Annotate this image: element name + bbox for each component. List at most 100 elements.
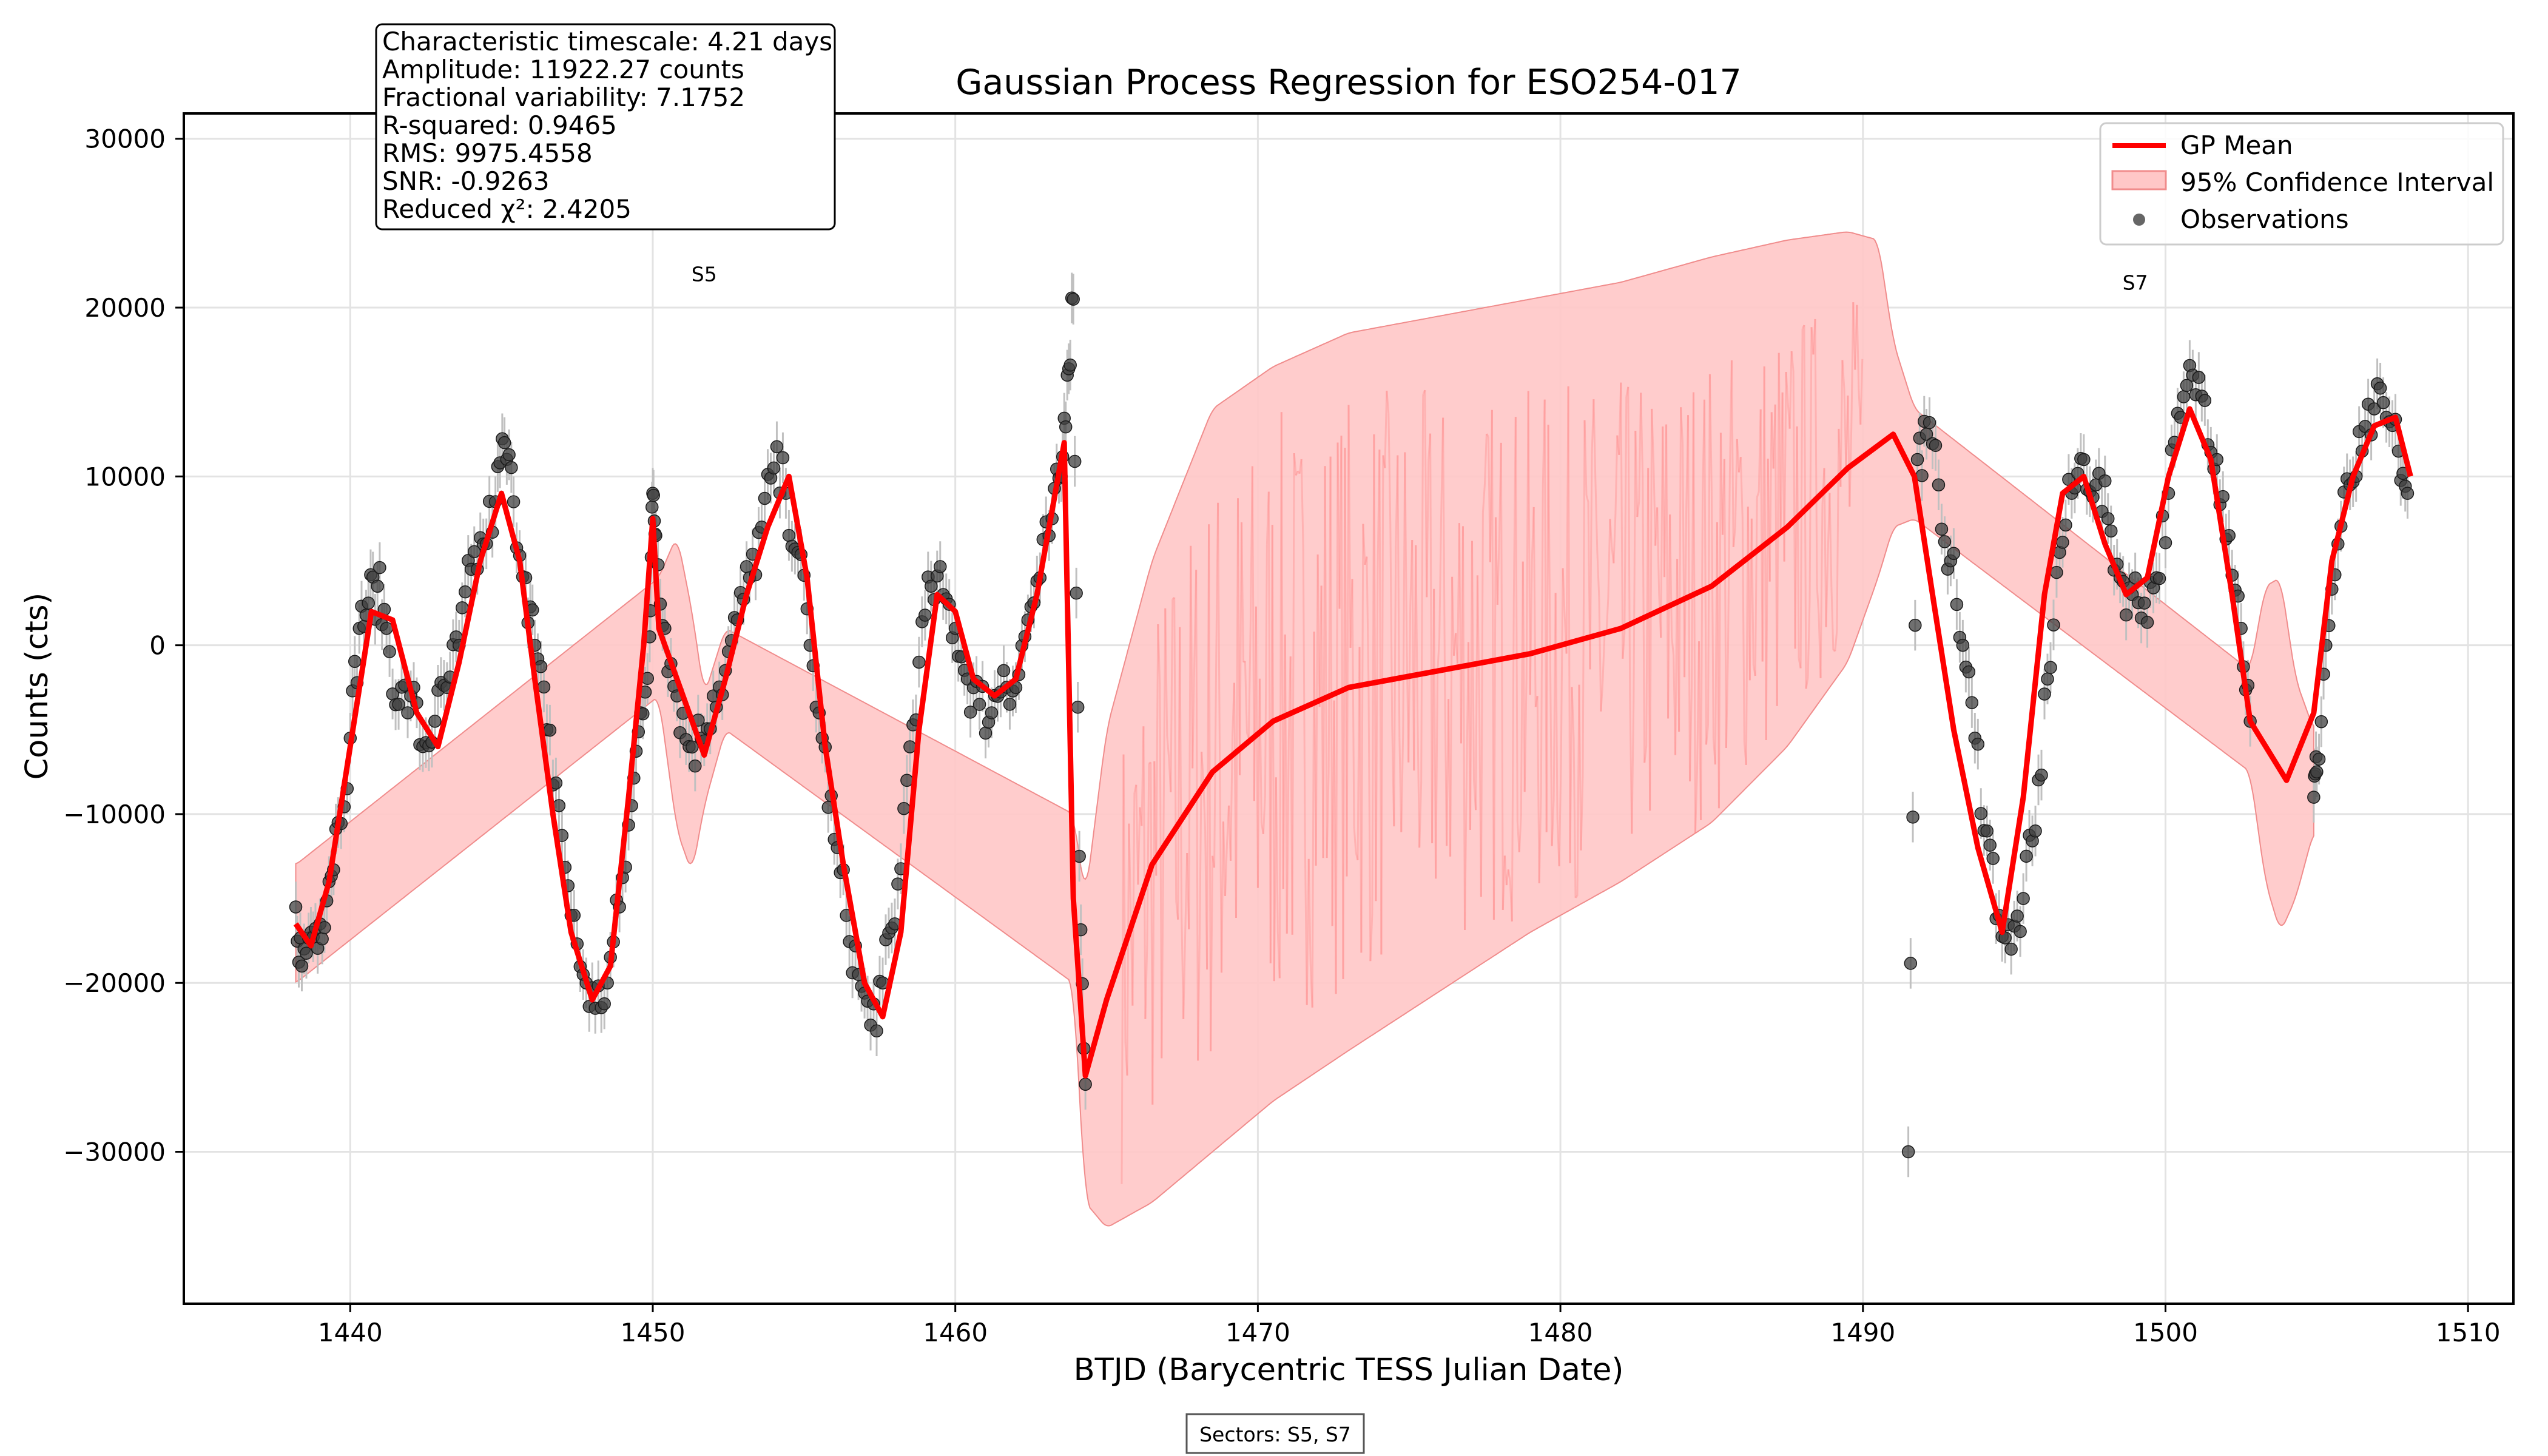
band-texture-segment bbox=[1448, 699, 1452, 857]
observation-point-105-2 bbox=[2314, 715, 2328, 729]
band-texture-segment bbox=[1331, 700, 1335, 926]
band-texture-segment bbox=[1830, 587, 1835, 650]
observation-point-10-0 bbox=[380, 622, 393, 635]
band-texture-segment bbox=[1514, 417, 1518, 822]
band-texture-segment bbox=[1245, 732, 1250, 739]
band-texture-segment bbox=[1366, 556, 1370, 685]
band-texture-segment bbox=[1717, 433, 1722, 809]
band-texture-segment bbox=[1219, 757, 1222, 973]
band-texture-segment bbox=[1360, 524, 1364, 953]
x-axis-label: BTJD (Barycentric TESS Julian Date) bbox=[1074, 1352, 1624, 1388]
band-texture-segment bbox=[1282, 634, 1286, 889]
band-texture-segment bbox=[1336, 442, 1341, 609]
y-tick-label-4: 10000 bbox=[84, 462, 166, 491]
band-texture-segment bbox=[1698, 641, 1702, 820]
observation-point-71-2 bbox=[1070, 586, 1083, 600]
band-texture-segment bbox=[1574, 895, 1579, 898]
band-texture-segment bbox=[1406, 642, 1410, 763]
observation-point-45-0 bbox=[767, 461, 781, 475]
band-texture-segment bbox=[1673, 655, 1677, 755]
band-texture-segment bbox=[1217, 502, 1221, 757]
band-texture-segment bbox=[1728, 360, 1733, 473]
observation-point-0-0 bbox=[289, 900, 303, 914]
band-texture-segment bbox=[1712, 738, 1716, 765]
band-texture-segment bbox=[1787, 403, 1791, 429]
band-texture-segment bbox=[1759, 409, 1764, 662]
stats-line-reduced-chi-squared: Reduced χ²: 2.4205 bbox=[382, 194, 632, 224]
observation-point-85-2 bbox=[2035, 768, 2048, 782]
band-texture-segment bbox=[1778, 352, 1782, 532]
x-tick-label-6: 1500 bbox=[2133, 1318, 2198, 1347]
band-texture-segment bbox=[1344, 447, 1348, 877]
observation-point-9-0 bbox=[371, 579, 384, 593]
band-texture-segment bbox=[1596, 552, 1600, 598]
band-texture-segment bbox=[1500, 442, 1504, 910]
band-texture-segment bbox=[1852, 302, 1856, 370]
band-texture-segment bbox=[1175, 900, 1179, 920]
band-texture-segment bbox=[1377, 450, 1381, 571]
band-texture-segment bbox=[1471, 541, 1475, 780]
band-texture-segment bbox=[1582, 420, 1586, 777]
band-texture-segment bbox=[1843, 388, 1847, 466]
band-texture-segment bbox=[1327, 456, 1332, 773]
band-texture-segment bbox=[1244, 661, 1248, 733]
band-texture-segment bbox=[1560, 568, 1564, 764]
band-texture bbox=[1121, 302, 1864, 1184]
band-texture-segment bbox=[1201, 752, 1205, 781]
band-texture-segment bbox=[1665, 424, 1670, 719]
band-texture-segment bbox=[1313, 632, 1317, 866]
band-texture-segment bbox=[1141, 726, 1145, 826]
band-texture-segment bbox=[1705, 724, 1709, 745]
band-texture-segment bbox=[1400, 732, 1404, 832]
band-texture-segment bbox=[1276, 932, 1281, 979]
observation-point-16-1 bbox=[456, 601, 469, 615]
band-texture-segment bbox=[1708, 374, 1713, 491]
band-texture-segment bbox=[1538, 793, 1542, 884]
band-texture-segment bbox=[1438, 516, 1443, 638]
observation-point-64-0 bbox=[997, 664, 1011, 678]
band-texture-segment bbox=[1148, 761, 1151, 764]
stats-line-timescale: Characteristic timescale: 4.21 days bbox=[382, 27, 832, 56]
band-texture-segment bbox=[1511, 600, 1515, 922]
band-texture-segment bbox=[1623, 396, 1628, 633]
x-tick-label-7: 1510 bbox=[2436, 1318, 2501, 1347]
observation-point-86-2 bbox=[2047, 618, 2060, 632]
band-texture-segment bbox=[1318, 585, 1323, 707]
band-texture-segment bbox=[1660, 426, 1664, 638]
band-texture-segment bbox=[1367, 684, 1372, 962]
band-texture-segment bbox=[1407, 605, 1412, 763]
x-tick-label-0: 1440 bbox=[318, 1318, 383, 1347]
band-texture-segment bbox=[1792, 371, 1796, 649]
band-texture-segment bbox=[1613, 514, 1617, 564]
band-texture-segment bbox=[1429, 433, 1434, 844]
band-texture-segment bbox=[1781, 392, 1785, 562]
observation-point-44-1 bbox=[758, 491, 772, 505]
band-texture-segment bbox=[1750, 518, 1754, 666]
band-texture-segment bbox=[1353, 826, 1357, 853]
legend-points-swatch bbox=[2133, 214, 2145, 226]
band-texture-segment bbox=[1255, 606, 1259, 888]
band-texture-segment bbox=[1135, 784, 1139, 885]
band-texture-segment bbox=[1195, 570, 1199, 1061]
band-texture-segment bbox=[1486, 433, 1489, 437]
legend-band-label: 95% Confidence Interval bbox=[2180, 167, 2494, 197]
band-texture-segment bbox=[1122, 754, 1127, 1043]
band-texture-segment bbox=[1449, 576, 1454, 857]
band-texture-segment bbox=[1235, 498, 1239, 918]
band-texture-segment bbox=[1188, 545, 1192, 929]
band-texture-segment bbox=[1357, 647, 1361, 860]
band-texture-segment bbox=[1725, 652, 1729, 749]
band-texture-segment bbox=[1173, 597, 1178, 901]
band-texture-segment bbox=[1271, 525, 1275, 982]
band-texture-segment bbox=[1779, 392, 1784, 532]
band-texture-segment bbox=[1131, 792, 1136, 1006]
band-texture-segment bbox=[1431, 588, 1435, 844]
band-texture-segment bbox=[1347, 405, 1352, 648]
band-texture-segment bbox=[1689, 688, 1693, 782]
band-texture-segment bbox=[1658, 593, 1662, 638]
band-texture-segment bbox=[1316, 554, 1321, 707]
band-texture-segment bbox=[1616, 435, 1620, 456]
band-texture-segment bbox=[1424, 390, 1428, 598]
band-texture-segment bbox=[1306, 858, 1310, 1005]
band-texture-segment bbox=[1489, 410, 1493, 562]
